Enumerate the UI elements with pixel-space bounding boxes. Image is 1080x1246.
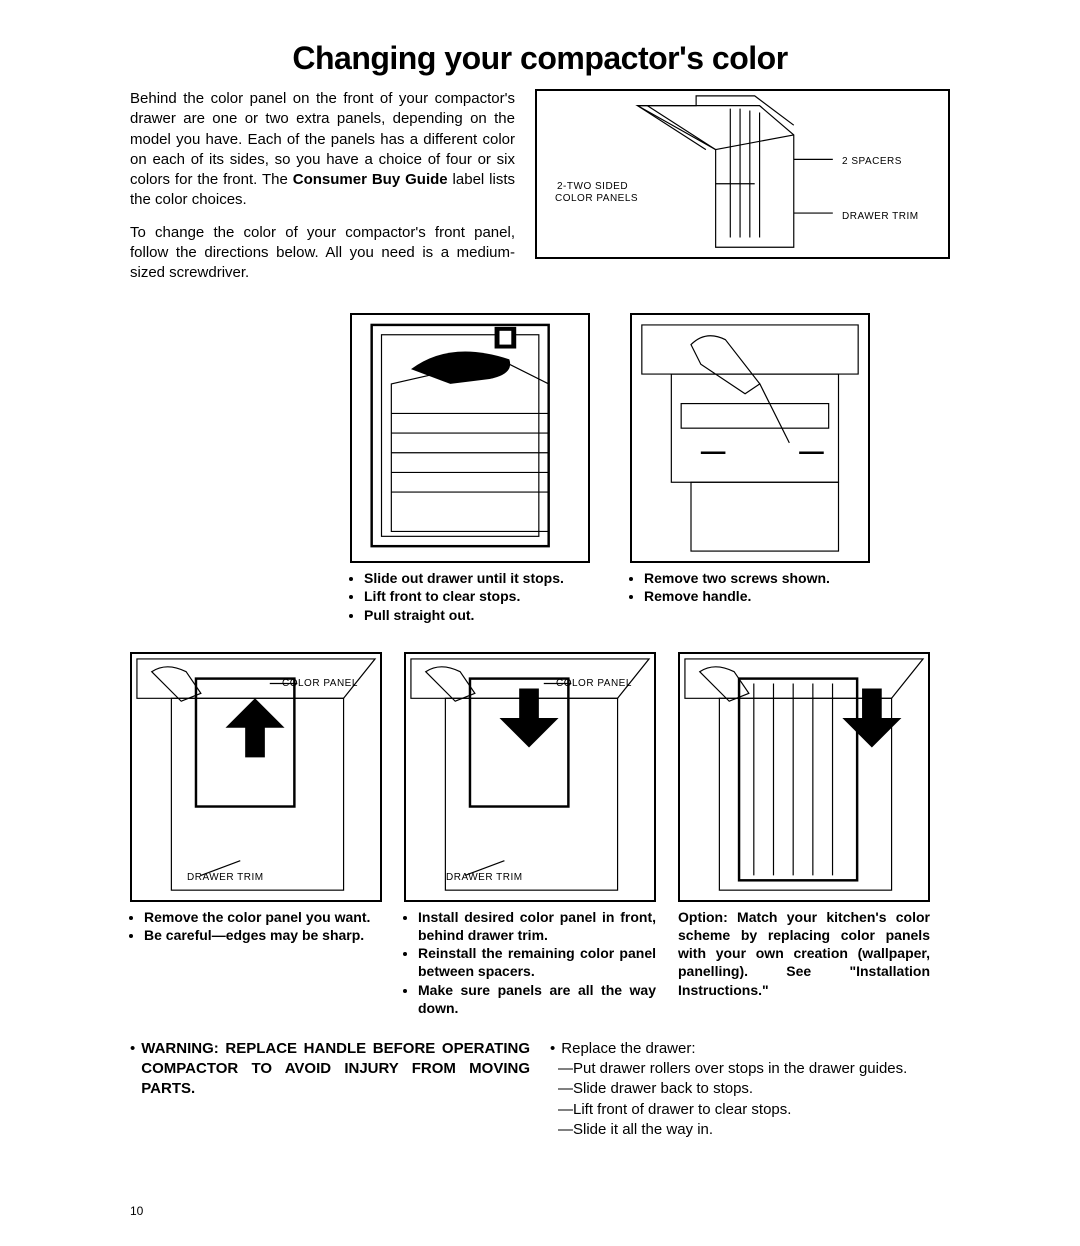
- caption2-b1: Remove two screws shown.: [644, 569, 870, 587]
- caption3-b1: Remove the color panel you want.: [144, 908, 382, 926]
- caption4-b3: Make sure panels are all the way down.: [418, 981, 656, 1017]
- caption-b1: Slide out drawer until it stops.: [364, 569, 590, 587]
- replace-lead: Replace the drawer:: [561, 1039, 695, 1059]
- step-remove-panel: COLOR PANEL DRAWER TRIM Remove the color…: [130, 652, 382, 1017]
- bullet-dot: •: [130, 1039, 135, 1100]
- step-install-panel: COLOR PANEL DRAWER TRIM Install desired …: [404, 652, 656, 1017]
- caption-install-panel: Install desired color panel in front, be…: [404, 908, 656, 1017]
- bottom-right: • Replace the drawer: —Put drawer roller…: [550, 1039, 950, 1140]
- fig-label-spacers: 2 SPACERS: [842, 156, 902, 167]
- caption-remove-panel: Remove the color panel you want. Be care…: [130, 908, 382, 944]
- figlabel-colorpanel-1: COLOR PANEL: [282, 678, 358, 689]
- sub3: —Lift front of drawer to clear stops.: [550, 1100, 950, 1120]
- caption2-b2: Remove handle.: [644, 587, 870, 605]
- sub2: —Slide drawer back to stops.: [550, 1079, 950, 1099]
- caption4-b2: Reinstall the remaining color panel betw…: [418, 944, 656, 980]
- caption4-b1: Install desired color panel in front, be…: [418, 908, 656, 944]
- figure-remove-screws: [630, 313, 870, 563]
- intro-row: Behind the color panel on the front of y…: [130, 89, 950, 295]
- intro-text: Behind the color panel on the front of y…: [130, 89, 515, 295]
- fig-label-panels2: COLOR PANELS: [555, 193, 638, 204]
- bottom-row: • WARNING: REPLACE HANDLE BEFORE OPERATI…: [130, 1039, 950, 1140]
- caption-b2: Lift front to clear stops.: [364, 587, 590, 605]
- figure-remove-panel: COLOR PANEL DRAWER TRIM: [130, 652, 382, 902]
- figure-slide-drawer: [350, 313, 590, 563]
- caption-slide-drawer: Slide out drawer until it stops. Lift fr…: [350, 569, 590, 624]
- fig-label-panels1: 2-TWO SIDED: [557, 181, 628, 192]
- bullet-dot2: •: [550, 1039, 555, 1059]
- figure-option: [678, 652, 930, 902]
- figlabel-colorpanel-2: COLOR PANEL: [556, 678, 632, 689]
- page-number: 10: [130, 1204, 143, 1218]
- page-title: Changing your compactor's color: [130, 40, 950, 77]
- fig-label-trim: DRAWER TRIM: [842, 211, 919, 222]
- warning-text: WARNING: REPLACE HANDLE BEFORE OPERATING…: [141, 1039, 530, 1100]
- row3: COLOR PANEL DRAWER TRIM Remove the color…: [130, 652, 950, 1017]
- bottom-left: • WARNING: REPLACE HANDLE BEFORE OPERATI…: [130, 1039, 530, 1140]
- caption-option: Option: Match your kitchen's color schem…: [678, 908, 930, 999]
- caption-remove-screws: Remove two screws shown. Remove handle.: [630, 569, 870, 605]
- sub4: —Slide it all the way in.: [550, 1120, 950, 1140]
- figlabel-drawertrim-2: DRAWER TRIM: [446, 872, 523, 883]
- figure-top: 2-TWO SIDED COLOR PANELS 2 SPACERS DRAWE…: [535, 89, 950, 259]
- caption-b3: Pull straight out.: [364, 606, 590, 624]
- step-option: Option: Match your kitchen's color schem…: [678, 652, 930, 1017]
- sub1: —Put drawer rollers over stops in the dr…: [550, 1059, 950, 1079]
- figlabel-drawertrim-1: DRAWER TRIM: [187, 872, 264, 883]
- caption3-b2: Be careful—edges may be sharp.: [144, 926, 382, 944]
- figure-install-panel: COLOR PANEL DRAWER TRIM: [404, 652, 656, 902]
- step-slide-drawer: Slide out drawer until it stops. Lift fr…: [350, 313, 590, 624]
- intro-p2: To change the color of your compactor's …: [130, 223, 515, 284]
- intro-p1: Behind the color panel on the front of y…: [130, 89, 515, 211]
- step-remove-screws: Remove two screws shown. Remove handle.: [630, 313, 870, 624]
- row2: Slide out drawer until it stops. Lift fr…: [130, 313, 950, 624]
- intro-p1b: Consumer Buy Guide: [293, 171, 448, 188]
